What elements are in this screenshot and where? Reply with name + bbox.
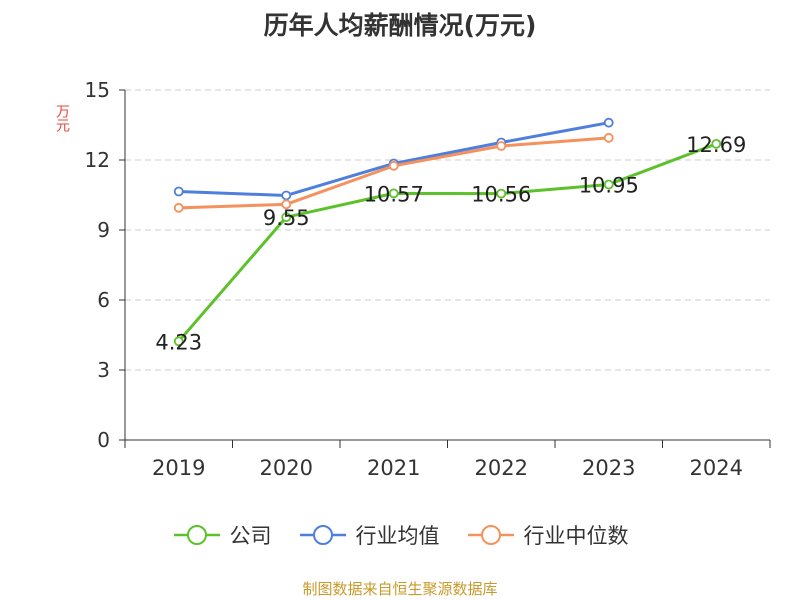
data-point bbox=[388, 188, 399, 199]
x-tick-label: 2021 bbox=[367, 456, 420, 480]
data-label: 12.69 bbox=[686, 133, 746, 157]
y-tick-label: 12 bbox=[85, 148, 110, 172]
legend-label-company: 公司 bbox=[229, 524, 272, 548]
legend-industry-avg-marker-icon bbox=[299, 525, 346, 545]
data-label: 9.55 bbox=[263, 206, 310, 230]
legend: 公司 行业均值 行业中位数 bbox=[0, 520, 800, 550]
data-point bbox=[711, 138, 722, 149]
x-tick-label: 2020 bbox=[260, 456, 313, 480]
legend-industry-median-marker-icon bbox=[467, 525, 514, 545]
y-tick-label: 3 bbox=[97, 358, 110, 382]
y-tick-label: 0 bbox=[97, 428, 110, 452]
series-lines bbox=[173, 117, 722, 347]
data-point bbox=[388, 160, 399, 171]
y-tick-label: 15 bbox=[85, 78, 110, 102]
x-tick-label: 2019 bbox=[152, 456, 205, 480]
data-point bbox=[173, 202, 184, 213]
x-tick-label: 2022 bbox=[475, 456, 528, 480]
axes: 0 3 6 9 12 15 2019 2020 2021 2022 2023 2024 bbox=[85, 78, 771, 480]
data-point bbox=[603, 179, 614, 190]
legend-item-company[interactable]: 公司 bbox=[172, 520, 272, 550]
chart-title: 历年人均薪酬情况(万元) bbox=[263, 11, 537, 40]
data-label: 10.56 bbox=[471, 183, 531, 207]
data-point bbox=[496, 188, 507, 199]
x-tick-label: 2023 bbox=[582, 456, 635, 480]
legend-label-industry-median: 行业中位数 bbox=[523, 524, 629, 548]
data-labels: 4.23 9.55 10.57 10.56 10.95 12.69 bbox=[155, 133, 746, 354]
grid-lines bbox=[125, 89, 770, 371]
line-chart: 0 3 6 9 12 15 2019 2020 2021 2022 2023 2024 4.23 9.5… bbox=[85, 78, 771, 480]
y-tick-label: 6 bbox=[97, 288, 110, 312]
data-point bbox=[281, 199, 292, 210]
data-point bbox=[281, 212, 292, 223]
data-label: 10.95 bbox=[579, 174, 639, 198]
data-point bbox=[281, 190, 292, 201]
data-point bbox=[173, 186, 184, 197]
series-line-0 bbox=[177, 142, 717, 343]
data-point bbox=[496, 141, 507, 151]
x-tick-label: 2024 bbox=[690, 456, 743, 480]
legend-item-industry-avg[interactable]: 行业均值 bbox=[298, 520, 440, 550]
data-label: 4.23 bbox=[155, 330, 202, 354]
data-point bbox=[173, 336, 184, 347]
legend-company-marker-icon bbox=[173, 525, 220, 545]
data-point bbox=[603, 117, 614, 128]
y-axis-unit-label: 万元 bbox=[54, 104, 70, 132]
legend-item-industry-median[interactable]: 行业中位数 bbox=[466, 520, 629, 550]
source-note: 制图数据来自恒生聚源数据库 bbox=[302, 580, 498, 598]
legend-label-industry-avg: 行业均值 bbox=[355, 524, 440, 548]
data-point bbox=[603, 132, 614, 143]
y-tick-label: 9 bbox=[97, 218, 110, 242]
data-label: 10.57 bbox=[364, 182, 424, 206]
